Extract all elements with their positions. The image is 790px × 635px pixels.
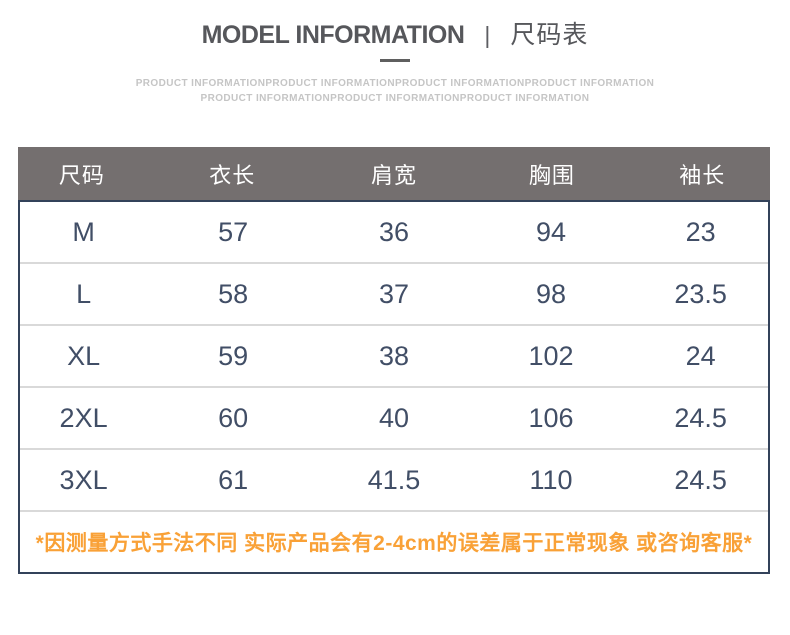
table-row-m: M 57 36 94 23	[20, 202, 768, 264]
column-header-sleeve: 袖长	[679, 162, 726, 188]
cell-size: XL	[67, 340, 101, 371]
cell-value: 98	[536, 278, 567, 309]
title-divider: |	[484, 22, 491, 48]
cell-size: M	[72, 216, 95, 247]
cell-value: 106	[528, 402, 574, 433]
cell-value: 24.5	[674, 464, 727, 495]
cell-value: 23	[685, 216, 716, 247]
watermark-text: PRODUCT INFORMATIONPRODUCT INFORMATIONPR…	[0, 76, 790, 106]
page-title: MODEL INFORMATION | 尺码表	[0, 0, 790, 50]
watermark-line-2: PRODUCT INFORMATIONPRODUCT INFORMATIONPR…	[200, 93, 590, 104]
table-row-xl: XL 59 38 102 24	[20, 326, 768, 388]
cell-size: 2XL	[59, 402, 108, 433]
size-table: 尺码 衣长 肩宽 胸围 袖长 M 57 36 94 23 L 58 37 98 …	[18, 147, 770, 574]
cell-value: 23.5	[674, 278, 727, 309]
cell-value: 61	[218, 464, 249, 495]
cell-value: 40	[378, 402, 409, 433]
cell-value: 37	[378, 278, 409, 309]
cell-value: 60	[218, 402, 249, 433]
cell-size: L	[76, 278, 92, 309]
table-row-l: L 58 37 98 23.5	[20, 264, 768, 326]
cell-value: 38	[378, 340, 409, 371]
column-header-bust: 胸围	[528, 162, 575, 188]
table-row-3xl: 3XL 61 41.5 110 24.5	[20, 450, 768, 512]
cell-value: 58	[218, 278, 249, 309]
cell-value: 102	[528, 340, 574, 371]
measurement-note: *因测量方式手法不同 实际产品会有2-4cm的误差属于正常现象 或咨询客服*	[35, 532, 753, 555]
column-header-size: 尺码	[58, 162, 105, 188]
cell-value: 57	[218, 216, 249, 247]
title-underline	[380, 59, 410, 62]
column-header-shoulder: 肩宽	[370, 162, 417, 188]
table-row-2xl: 2XL 60 40 106 24.5	[20, 388, 768, 450]
cell-value: 59	[218, 340, 249, 371]
watermark-line-1: PRODUCT INFORMATIONPRODUCT INFORMATIONPR…	[135, 78, 655, 89]
cell-size: 3XL	[59, 464, 108, 495]
table-body: M 57 36 94 23 L 58 37 98 23.5 XL 59 38 1…	[18, 200, 770, 574]
table-header-row: 尺码 衣长 肩宽 胸围 袖长	[18, 147, 770, 200]
title-chinese: 尺码表	[510, 21, 589, 49]
cell-value: 24	[685, 340, 716, 371]
cell-value: 36	[378, 216, 409, 247]
cell-value: 24.5	[674, 402, 727, 433]
column-header-length: 衣长	[209, 162, 256, 188]
cell-value: 110	[529, 464, 573, 495]
title-english: MODEL INFORMATION	[201, 21, 465, 49]
cell-value: 94	[536, 216, 567, 247]
cell-value: 41.5	[367, 464, 421, 495]
